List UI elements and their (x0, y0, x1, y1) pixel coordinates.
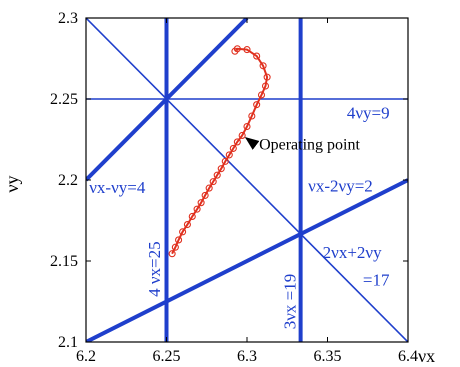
trajectory-point (209, 178, 217, 186)
trajectory-point (183, 221, 191, 229)
tune-trajectory (168, 45, 271, 258)
y-tick-label: 2.15 (50, 253, 78, 270)
y-tick-label: 2.1 (58, 334, 78, 351)
trajectory-point (175, 236, 183, 244)
resonance-label-3: 2νx+2νy (323, 243, 382, 262)
resonance-label-0: 4νy=9 (347, 103, 390, 122)
trajectory-point (233, 138, 241, 146)
resonance-label-1: νx-νy=4 (89, 178, 146, 197)
resonance-line-3 (86, 97, 168, 182)
trajectory-point (253, 101, 261, 109)
trajectory-point (263, 73, 271, 81)
resonance-label-4: =17 (363, 270, 390, 289)
trajectory-point (243, 122, 251, 131)
trajectory-point (205, 184, 213, 192)
annotation-arrow (244, 137, 260, 150)
resonance-label-2: νx-2νy=2 (308, 176, 373, 195)
trajectory-point (229, 144, 237, 152)
x-tick-label: 6.4 (398, 348, 418, 365)
trajectory-point (171, 243, 179, 251)
resonance-line-4 (165, 18, 249, 101)
annotations: Operating point (244, 137, 360, 154)
trajectory-point (231, 47, 239, 55)
x-axis-label: νx (418, 346, 435, 366)
trajectory-point (221, 157, 229, 165)
resonance-line-6 (86, 18, 408, 342)
trajectory-point (248, 112, 256, 120)
trajectory-point (243, 46, 251, 54)
x-tick-label: 6.25 (153, 348, 181, 365)
axis-ticks: 6.2 6.25 6.3 6.35 6.4 2.1 2.15 2.2 2.25 2.3 (50, 10, 418, 365)
trajectory-point (253, 52, 261, 60)
trajectory-point (168, 250, 176, 258)
x-tick-label: 6.35 (314, 348, 342, 365)
resonance-line-5 (86, 178, 408, 342)
y-tick-label: 2.3 (58, 10, 78, 27)
trajectory-point (261, 82, 270, 90)
trajectory-point (257, 91, 266, 99)
trajectory-point (201, 191, 209, 199)
annotation-text: Operating point (259, 137, 360, 154)
x-tick-label: 6.3 (237, 348, 257, 365)
trajectory-point (188, 212, 196, 220)
resonance-lines (86, 18, 408, 342)
resonance-label-5: 4 νx=25 (145, 241, 164, 297)
trajectory-point (217, 165, 225, 173)
trajectory-point (259, 62, 267, 70)
resonance-label-6: 3νx =19 (280, 274, 299, 330)
trajectory-point (179, 228, 187, 236)
y-tick-label: 2.2 (58, 172, 78, 189)
trajectory-point (225, 151, 233, 159)
trajectory-point (193, 205, 201, 213)
x-tick-label: 6.2 (76, 348, 96, 365)
trajectory-point (197, 199, 205, 207)
trajectory-point (238, 131, 246, 139)
y-tick-label: 2.25 (50, 91, 78, 108)
y-axis-label: νy (2, 175, 22, 192)
resonance-labels: 4νy=9 νx-νy=4 νx-2νy=2 2νx+2νy =17 4 νx=25 3νx… (89, 103, 390, 329)
trajectory-point (213, 171, 221, 179)
